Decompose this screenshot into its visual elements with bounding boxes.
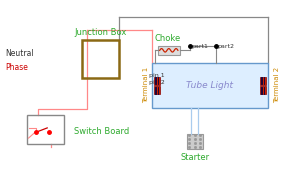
Text: Phase: Phase	[5, 63, 28, 72]
Text: pin 1: pin 1	[149, 73, 165, 78]
Bar	[187, 135, 203, 149]
Bar	[154, 86, 160, 94]
Bar	[154, 77, 160, 85]
Text: Choke: Choke	[154, 34, 181, 43]
Text: Terminal 1: Terminal 1	[143, 67, 149, 103]
Text: Tube Light: Tube Light	[186, 81, 233, 90]
Text: part1: part1	[191, 44, 208, 49]
Text: part2: part2	[217, 44, 234, 49]
Bar	[158, 46, 180, 55]
Bar	[27, 115, 64, 144]
Text: pin 2: pin 2	[149, 80, 165, 85]
Text: Terminal 2: Terminal 2	[274, 67, 280, 103]
Bar	[260, 77, 266, 85]
Bar	[81, 40, 119, 78]
Bar	[260, 86, 266, 94]
Text: Switch Board: Switch Board	[74, 127, 130, 136]
Text: Junction Box: Junction Box	[74, 28, 126, 37]
Text: Starter: Starter	[180, 153, 209, 163]
Bar	[152, 63, 268, 108]
Text: Neutral: Neutral	[5, 49, 34, 58]
